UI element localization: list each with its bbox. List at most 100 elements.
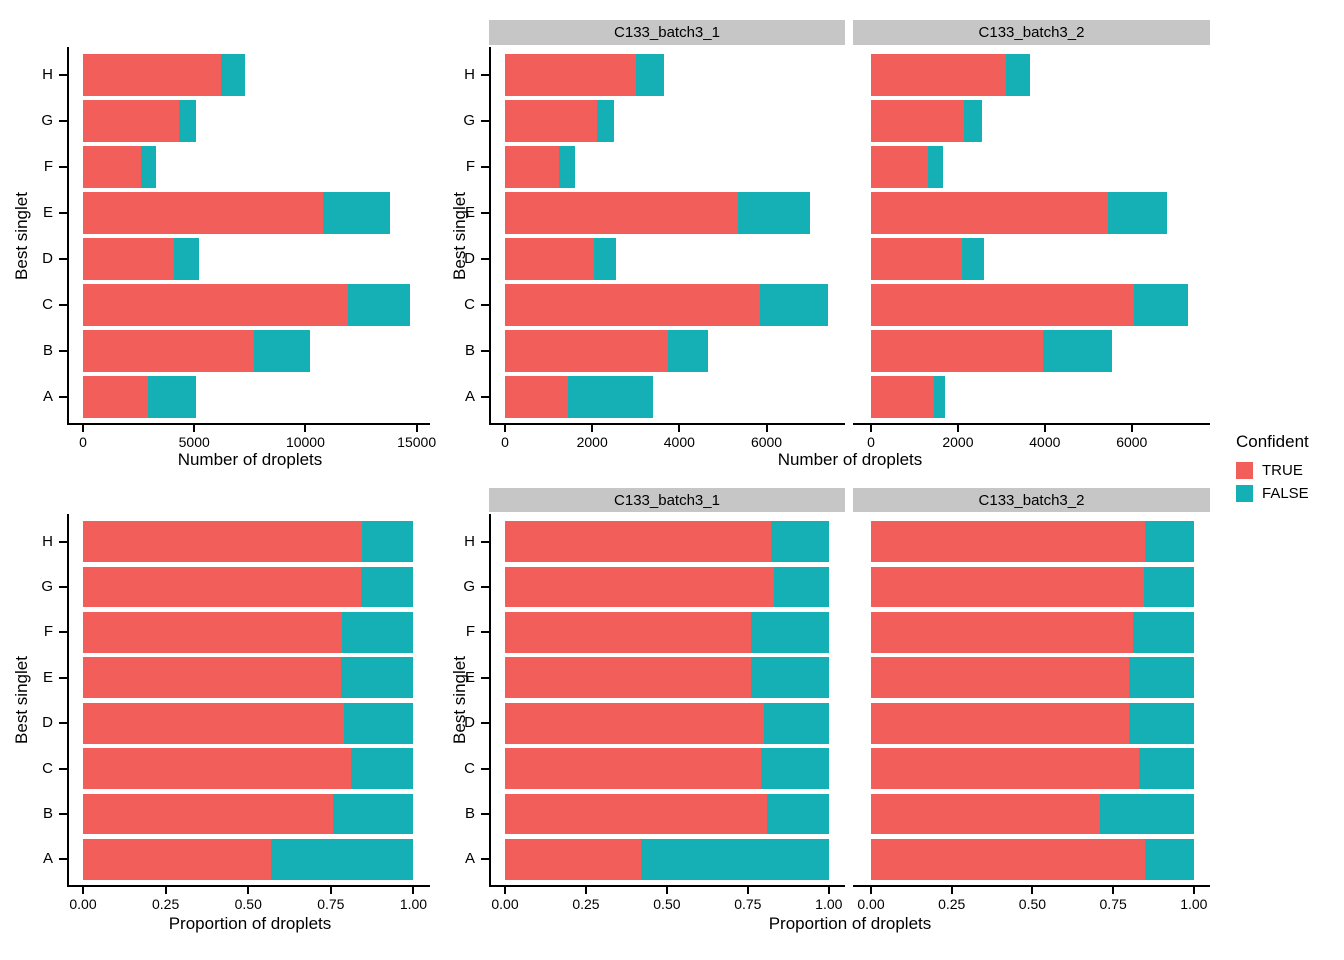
bar-segment-true [505, 284, 760, 326]
y-tick-label: C [42, 296, 53, 313]
y-tick-label: G [41, 578, 53, 596]
legend-title: Confident [1236, 432, 1309, 451]
bar-segment-false [635, 54, 665, 96]
legend-items: TRUE FALSE [1236, 462, 1340, 502]
bar-segment-true [83, 748, 351, 789]
y-tick-mark [59, 676, 67, 679]
y-tick-mark [59, 586, 67, 589]
bar-segment-false [596, 100, 614, 142]
x-tick-label: 0.00 [69, 896, 97, 912]
x-tick-label: 0.25 [572, 896, 600, 912]
bar-counts-batch2-F [871, 146, 943, 188]
y-tick-mark [59, 631, 67, 634]
x-tick-label: 5000 [178, 434, 210, 450]
x-tick-mark [765, 425, 768, 432]
bar-segment-true [505, 657, 752, 699]
bar-counts-batch1-G [505, 100, 614, 142]
bar-segment-false [760, 284, 828, 326]
bar-segment-true [83, 838, 272, 880]
bar-segment-true [83, 146, 141, 188]
bar-segment-true [871, 838, 1146, 880]
bar-counts-overall-F [83, 146, 157, 188]
bar-proportion-batch2-H [871, 521, 1194, 563]
bar-segment-true [871, 376, 935, 418]
y-tick-label: A [42, 850, 53, 868]
y-tick-mark [59, 120, 67, 122]
x-tick-mark [329, 887, 332, 894]
bar-segment-false [347, 284, 410, 326]
bar-segment-true [83, 54, 221, 96]
y-tick-label: B [42, 342, 53, 359]
bar-proportion-batch1-E [505, 657, 829, 699]
y-tick-label: G [463, 112, 475, 129]
bar-proportion-batch2-B [871, 793, 1194, 835]
legend-item-true: TRUE [1236, 462, 1340, 479]
y-tick-label: D [42, 250, 53, 267]
bar-segment-true [871, 192, 1108, 234]
y-tick-mark [59, 258, 67, 260]
bar-segment-false [668, 330, 708, 372]
bar-counts-overall-D [83, 238, 199, 280]
plot-panel-proportion-batch1 [489, 514, 845, 887]
y-tick-mark [481, 120, 489, 122]
x-tick-mark [1031, 887, 1034, 894]
y-tick-mark [59, 540, 67, 543]
x-tick-label: 0.00 [491, 896, 519, 912]
x-tick-label: 1.00 [815, 896, 843, 912]
bar-segment-false [1138, 748, 1194, 789]
bar-segment-true [83, 612, 343, 653]
x-tick-label: 2000 [576, 434, 608, 450]
x-tick-label: 0.25 [151, 896, 180, 912]
bar-segment-false [767, 793, 829, 835]
bar-proportion-batch2-C [871, 748, 1194, 789]
y-axis-title-counts-facets: Best singlet [450, 192, 469, 280]
y-tick-label: C [464, 759, 475, 777]
y-tick-label: D [464, 714, 475, 732]
facet-strip-counts-batch2: C133_batch3_2 [853, 20, 1210, 45]
x-tick-mark [1043, 425, 1046, 432]
bar-segment-true [505, 100, 597, 142]
x-tick-label: 6000 [1116, 434, 1148, 450]
x-axis-title-proportion-facets: Proportion of droplets [768, 914, 932, 933]
bar-counts-batch2-D [871, 238, 984, 280]
y-tick-label: H [42, 66, 53, 83]
plot-panel-counts-batch1 [489, 47, 845, 425]
bar-segment-true [505, 793, 768, 835]
bar-segment-false [342, 612, 414, 653]
bar-counts-batch2-C [871, 284, 1189, 326]
y-tick-mark [481, 676, 489, 679]
bar-segment-false [178, 100, 197, 142]
bar-proportion-overall-E [83, 657, 414, 699]
bar-segment-false [927, 146, 943, 188]
y-tick-label: D [464, 250, 475, 267]
x-tick-mark [950, 887, 953, 894]
bar-proportion-overall-A [83, 838, 414, 880]
y-tick-mark [59, 350, 67, 352]
bar-segment-false [770, 521, 829, 563]
x-tick-mark [412, 887, 415, 894]
facet-strip-proportion-batch2: C133_batch3_2 [853, 488, 1210, 512]
bar-proportion-batch1-B [505, 793, 829, 835]
bar-segment-true [871, 146, 928, 188]
x-tick-mark [746, 887, 749, 894]
y-tick-label: E [42, 204, 53, 221]
y-tick-label: A [42, 388, 53, 405]
y-tick-label: H [464, 532, 475, 550]
bar-proportion-batch1-A [505, 838, 829, 880]
x-tick-mark [193, 425, 196, 432]
legend-swatch-false [1236, 485, 1253, 502]
bar-proportion-batch2-F [871, 612, 1194, 653]
bar-segment-true [83, 330, 255, 372]
x-tick-mark [1192, 887, 1195, 894]
bar-proportion-batch2-A [871, 838, 1194, 880]
bar-segment-false [559, 146, 575, 188]
y-tick-label: G [41, 112, 53, 129]
bar-segment-false [340, 657, 414, 699]
bar-proportion-batch1-H [505, 521, 829, 563]
bar-segment-false [934, 376, 945, 418]
bar-segment-true [505, 521, 771, 563]
bar-segment-false [1145, 521, 1194, 563]
x-tick-mark [304, 425, 307, 432]
bar-counts-batch2-A [871, 376, 945, 418]
bar-segment-false [220, 54, 246, 96]
